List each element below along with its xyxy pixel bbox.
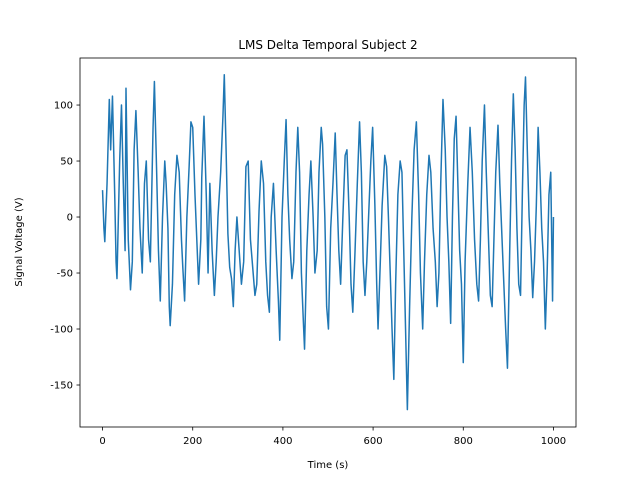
- plot-frame: [79, 57, 577, 428]
- y-tick-label: 0: [67, 213, 73, 224]
- x-axis-label: Time (s): [307, 460, 349, 471]
- x-tick-label: 800: [454, 436, 473, 447]
- y-tick-label: -50: [57, 269, 73, 280]
- chart-title: LMS Delta Temporal Subject 2: [238, 38, 417, 52]
- x-tick-label: 1000: [541, 436, 566, 447]
- data-line: [101, 74, 555, 411]
- x-tick-label: 600: [364, 436, 383, 447]
- y-tick-label: -150: [50, 381, 73, 392]
- y-tick-label: 100: [54, 101, 73, 112]
- y-axis-label: Signal Voltage (V): [14, 197, 25, 286]
- y-tick-label: 50: [60, 157, 73, 168]
- x-tick-label: 200: [183, 436, 202, 447]
- x-tick-label: 400: [273, 436, 292, 447]
- x-tick-label: 0: [99, 436, 105, 447]
- y-tick-label: -100: [50, 325, 73, 336]
